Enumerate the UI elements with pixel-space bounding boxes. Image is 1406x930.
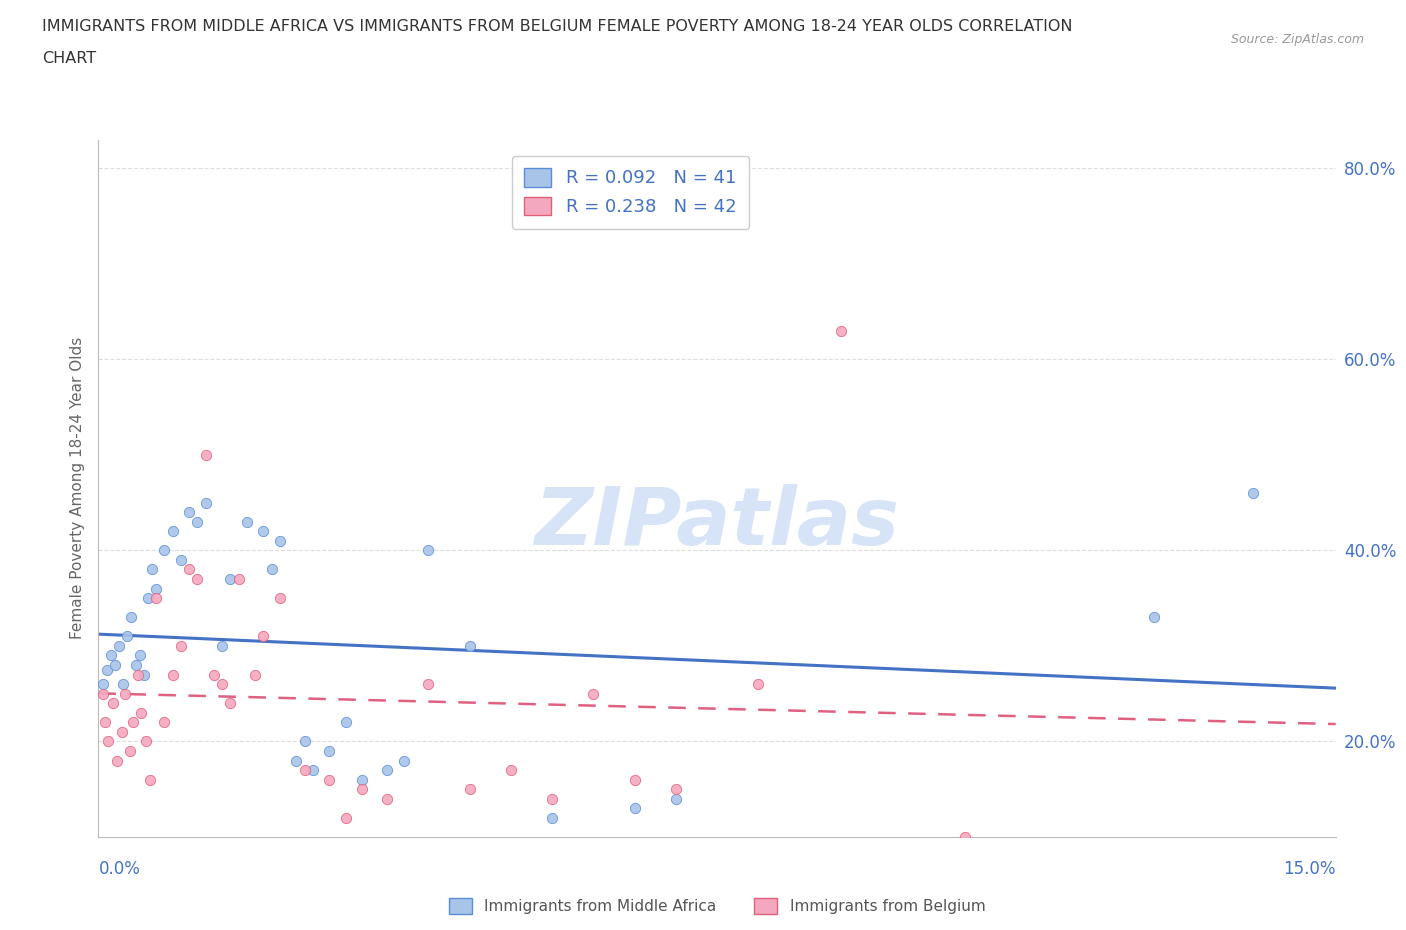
Point — [318, 744, 340, 759]
Point — [112, 677, 135, 692]
Point — [108, 639, 131, 654]
Point — [375, 791, 398, 806]
Point — [91, 677, 114, 692]
Point — [104, 658, 127, 672]
Point — [91, 686, 114, 701]
Point — [136, 591, 159, 605]
Point — [194, 447, 217, 462]
Point — [269, 591, 291, 605]
Point — [186, 514, 208, 529]
Point — [100, 648, 122, 663]
Point — [219, 572, 242, 587]
Point — [131, 705, 153, 720]
Point — [97, 734, 120, 749]
Point — [260, 562, 283, 577]
Point — [138, 772, 160, 787]
Point — [318, 772, 340, 787]
Point — [170, 639, 193, 654]
Point — [269, 534, 291, 549]
Point — [352, 782, 374, 797]
Point — [94, 715, 117, 730]
Point — [582, 686, 605, 701]
Point — [132, 667, 155, 682]
Point — [103, 696, 125, 711]
Point — [352, 772, 374, 787]
Text: ZIPatlas: ZIPatlas — [534, 485, 900, 562]
Point — [541, 810, 564, 825]
Text: Source: ZipAtlas.com: Source: ZipAtlas.com — [1230, 33, 1364, 46]
Point — [243, 667, 266, 682]
Point — [117, 629, 139, 644]
Point — [623, 801, 645, 816]
Point — [228, 572, 250, 587]
Point — [1241, 485, 1264, 500]
Point — [162, 524, 184, 538]
Point — [623, 772, 645, 787]
Point — [830, 323, 852, 338]
Point — [236, 514, 259, 529]
Point — [953, 830, 976, 844]
Point — [179, 562, 201, 577]
Point — [124, 658, 146, 672]
Point — [153, 543, 176, 558]
Point — [418, 677, 440, 692]
Point — [458, 782, 481, 797]
Point — [141, 562, 163, 577]
Point — [665, 782, 688, 797]
Point — [114, 686, 136, 701]
Point — [194, 495, 217, 510]
Point — [747, 677, 769, 692]
Point — [96, 662, 118, 677]
Text: CHART: CHART — [42, 51, 96, 66]
Point — [392, 753, 415, 768]
Point — [120, 610, 142, 625]
Point — [499, 763, 522, 777]
Point — [285, 753, 308, 768]
Point — [418, 543, 440, 558]
Text: 0.0%: 0.0% — [98, 860, 141, 878]
Point — [302, 763, 325, 777]
Point — [127, 667, 149, 682]
Point — [294, 734, 316, 749]
Point — [170, 552, 193, 567]
Point — [122, 715, 145, 730]
Point — [335, 715, 357, 730]
Point — [335, 810, 357, 825]
Point — [211, 677, 233, 692]
Point — [110, 724, 132, 739]
Point — [145, 581, 167, 596]
Point — [162, 667, 184, 682]
Legend: Immigrants from Middle Africa, Immigrants from Belgium: Immigrants from Middle Africa, Immigrant… — [443, 892, 991, 920]
Point — [179, 505, 201, 520]
Point — [458, 639, 481, 654]
Point — [211, 639, 233, 654]
Point — [252, 524, 274, 538]
Point — [541, 791, 564, 806]
Point — [118, 744, 141, 759]
Point — [145, 591, 167, 605]
Point — [202, 667, 225, 682]
Point — [105, 753, 128, 768]
Point — [135, 734, 157, 749]
Point — [375, 763, 398, 777]
Point — [186, 572, 208, 587]
Text: IMMIGRANTS FROM MIDDLE AFRICA VS IMMIGRANTS FROM BELGIUM FEMALE POVERTY AMONG 18: IMMIGRANTS FROM MIDDLE AFRICA VS IMMIGRA… — [42, 19, 1073, 33]
Y-axis label: Female Poverty Among 18-24 Year Olds: Female Poverty Among 18-24 Year Olds — [69, 338, 84, 640]
Point — [294, 763, 316, 777]
Point — [1143, 610, 1166, 625]
Point — [128, 648, 150, 663]
Point — [153, 715, 176, 730]
Point — [665, 791, 688, 806]
Text: 15.0%: 15.0% — [1284, 860, 1336, 878]
Point — [219, 696, 242, 711]
Point — [252, 629, 274, 644]
